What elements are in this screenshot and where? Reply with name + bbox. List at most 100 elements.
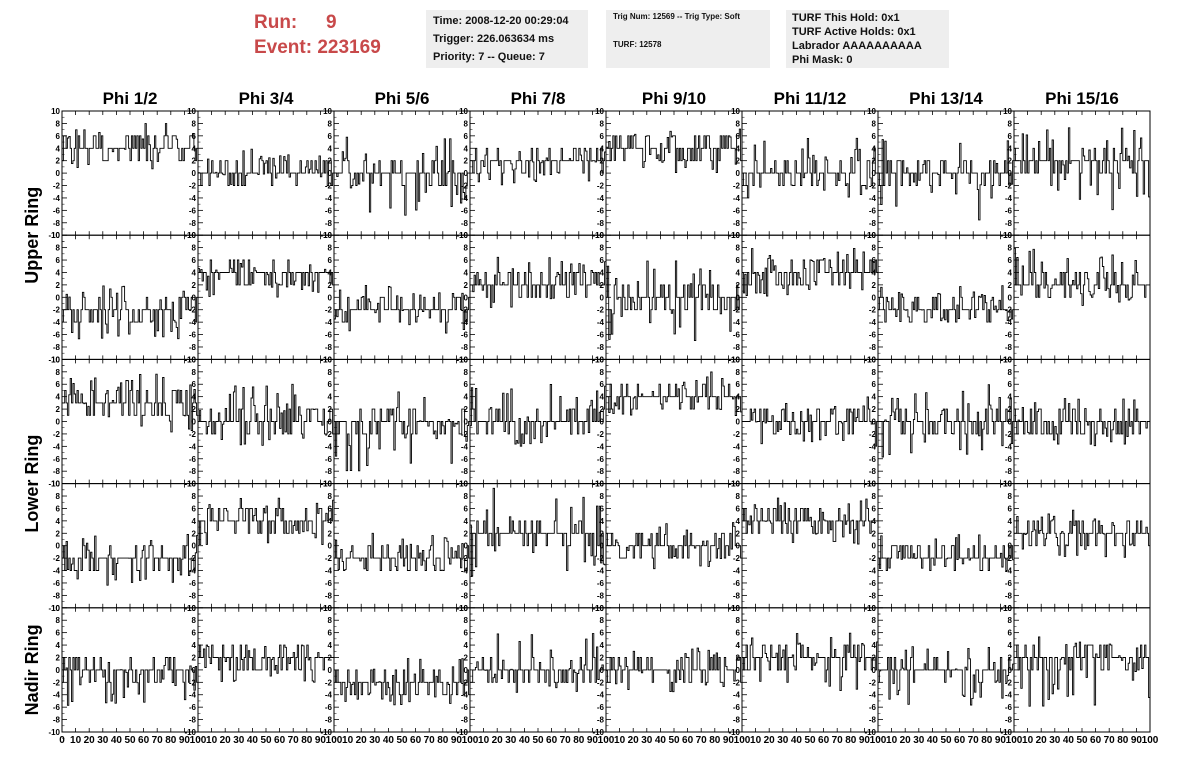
x-tick-label: 90	[995, 735, 1007, 746]
x-tick-label: 60	[546, 735, 558, 746]
y-tick-label: -2	[325, 306, 333, 315]
y-tick-label: -2	[597, 430, 605, 439]
y-tick-label: 6	[1008, 504, 1013, 513]
x-tick-label: 50	[1076, 735, 1088, 746]
y-tick-label: 8	[872, 368, 877, 377]
run-event-header: Run: 9 Event: 223169	[254, 10, 381, 60]
x-tick-label: 70	[696, 735, 708, 746]
x-tick-label: 50	[396, 735, 408, 746]
y-tick-label: 8	[192, 616, 197, 625]
y-tick-label: 6	[56, 132, 61, 141]
y-tick-label: 0	[328, 542, 333, 551]
x-tick-label: 20	[1036, 735, 1048, 746]
y-tick-label: -2	[597, 306, 605, 315]
y-tick-label: 0	[736, 418, 741, 427]
waveform-trace	[333, 284, 470, 334]
timing-info-box: Time: 2008-12-20 00:29:04 Trigger: 226.0…	[426, 10, 588, 68]
y-tick-label: 4	[736, 268, 741, 277]
y-tick-label: 2	[600, 281, 605, 290]
y-tick-label: 6	[1008, 132, 1013, 141]
labrador-text: Labrador AAAAAAAAAA	[792, 40, 922, 52]
y-tick-label: 4	[328, 517, 333, 526]
y-tick-label: -8	[53, 716, 61, 725]
y-tick-label: -8	[1005, 716, 1013, 725]
y-tick-label: 8	[600, 616, 605, 625]
waveform-trace	[198, 383, 334, 446]
x-tick-label: 10	[614, 735, 626, 746]
y-tick-label: 0	[328, 169, 333, 178]
x-tick-label: 30	[505, 735, 517, 746]
y-tick-label: -4	[461, 318, 469, 327]
x-tick-label: 20	[492, 735, 504, 746]
y-tick-label: -2	[461, 430, 469, 439]
y-tick-label: 2	[1008, 157, 1013, 166]
y-tick-label: -10	[592, 231, 604, 240]
y-tick-label: -4	[1005, 567, 1013, 576]
y-tick-label: 4	[600, 517, 605, 526]
y-tick-label: 8	[872, 616, 877, 625]
y-tick-label: 8	[56, 368, 61, 377]
x-tick-label: 70	[1104, 735, 1116, 746]
y-tick-label: -2	[597, 554, 605, 563]
y-tick-label: 10	[1003, 604, 1012, 613]
y-tick-label: 0	[328, 293, 333, 302]
waveform-trace	[62, 534, 198, 586]
y-tick-label: 10	[867, 231, 876, 240]
y-tick-label: 6	[872, 629, 877, 638]
waveform-trace	[878, 384, 1014, 458]
y-tick-label: 2	[600, 529, 605, 538]
x-tick-label: 50	[940, 735, 952, 746]
y-tick-label: 6	[328, 629, 333, 638]
y-tick-label: -2	[1005, 554, 1013, 563]
x-tick-label: 60	[818, 735, 830, 746]
y-tick-label: -8	[461, 219, 469, 228]
y-tick-label: -6	[325, 206, 333, 215]
y-tick-label: 10	[731, 231, 740, 240]
x-tick-label: 50	[804, 735, 816, 746]
y-tick-label: -4	[53, 318, 61, 327]
y-tick-label: 4	[56, 144, 61, 153]
x-tick-label: 10	[1022, 735, 1034, 746]
y-tick-label: -4	[733, 567, 741, 576]
waveform-trace	[61, 285, 198, 340]
y-tick-label: -2	[189, 554, 197, 563]
column-title: Phi 3/4	[239, 89, 294, 108]
y-tick-label: -6	[461, 579, 469, 588]
y-tick-label: 6	[464, 256, 469, 265]
y-tick-label: 2	[56, 157, 61, 166]
y-tick-label: -4	[461, 194, 469, 203]
y-tick-label: 0	[192, 542, 197, 551]
y-tick-label: 2	[600, 405, 605, 414]
waveform-trace	[605, 522, 742, 570]
y-tick-label: 4	[56, 517, 61, 526]
y-tick-label: 4	[600, 268, 605, 277]
y-tick-label: -4	[733, 194, 741, 203]
y-tick-label: 8	[328, 368, 333, 377]
y-tick-label: -2	[461, 306, 469, 315]
x-tick-label: 10	[750, 735, 762, 746]
y-tick-label: 2	[736, 405, 741, 414]
y-tick-label: 8	[872, 244, 877, 253]
y-tick-label: 10	[187, 231, 196, 240]
y-tick-label: -4	[189, 318, 197, 327]
y-tick-label: 6	[192, 256, 197, 265]
waveform-trace	[742, 632, 878, 692]
y-tick-label: 0	[56, 666, 61, 675]
y-tick-label: -8	[461, 343, 469, 352]
y-tick-label: 4	[1008, 517, 1013, 526]
y-tick-label: -4	[53, 691, 61, 700]
y-tick-label: 6	[56, 380, 61, 389]
panel-frame	[61, 358, 199, 485]
y-tick-label: -10	[456, 728, 468, 737]
x-tick-label: 100	[734, 735, 751, 746]
y-tick-label: 8	[736, 492, 741, 501]
